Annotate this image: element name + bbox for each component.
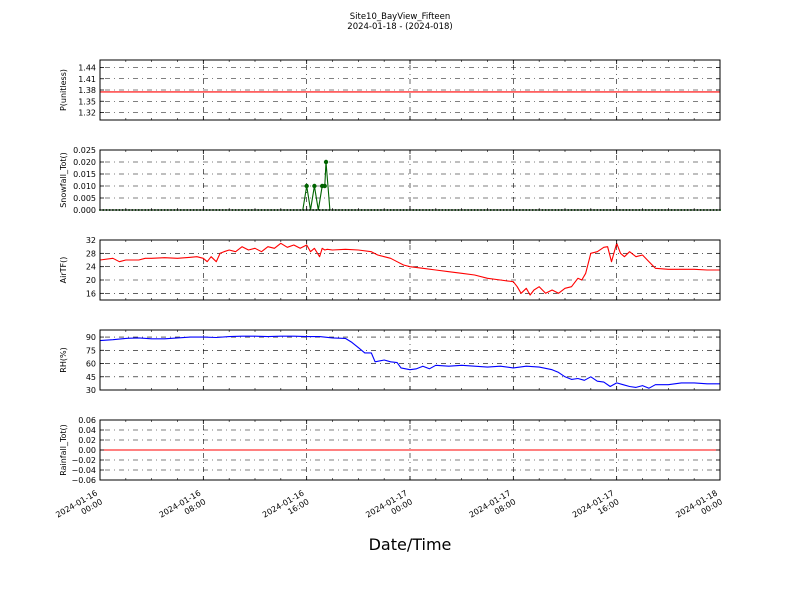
x-axis-label: Date/Time <box>369 535 452 554</box>
y-tick-label: 0.000 <box>73 206 96 215</box>
y-tick-label: 0.06 <box>78 416 96 425</box>
y-tick-label: 0.025 <box>73 146 96 155</box>
y-tick-label: 0.015 <box>73 170 96 179</box>
chart-subtitle: 2024-01-18 - (2024-018) <box>347 22 452 32</box>
chart-title: Site10_BayView_Fifteen <box>350 12 451 22</box>
panel-1: 0.025 0.020 0.015 0.010 0.005 0.000 Snowfall_T… <box>59 146 721 215</box>
y-tick-label: 1.38 <box>78 86 96 95</box>
y-tick-label: 20 <box>86 276 96 285</box>
y-tick-label: 0.00 <box>78 446 96 455</box>
y-axis-label: Rainfall_Tot() <box>59 424 68 476</box>
data-point <box>322 183 327 189</box>
y-tick-label: 0.005 <box>73 194 96 203</box>
y-tick-label: −0.06 <box>71 476 96 485</box>
panel-0: 1.44 1.41 1.38 1.35 1.32 P(unitless) <box>59 59 721 121</box>
y-tick-label: 32 <box>86 236 96 245</box>
y-axis-label: RH(%) <box>59 347 68 372</box>
y-tick-label: 1.41 <box>78 75 96 84</box>
y-tick-label: 28 <box>86 249 96 258</box>
y-axis-label: P(unitless) <box>59 69 68 111</box>
panels: 1.441.411.381.351.32P(unitless)0.0250.02… <box>59 59 721 485</box>
panel-3: 90 75 60 45 30 RH(%) <box>59 329 721 395</box>
y-tick-label: 0.010 <box>73 182 96 191</box>
y-tick-label: 0.04 <box>78 426 96 435</box>
panel-4: 0.060.040.020.00−0.02−0.04−0.06Rainfall_… <box>59 416 721 485</box>
y-tick-label: 0.020 <box>73 158 96 167</box>
y-tick-label: 1.35 <box>78 97 96 106</box>
y-tick-label: 90 <box>86 333 96 342</box>
data-point <box>304 183 309 189</box>
y-tick-label: 24 <box>86 263 96 272</box>
y-tick-label: 1.32 <box>78 109 96 118</box>
y-tick-label: −0.02 <box>71 456 96 465</box>
data-point <box>312 183 317 189</box>
y-tick-label: 0.02 <box>78 436 96 445</box>
data-point <box>323 159 329 165</box>
y-axis-label: AirTF() <box>59 257 68 284</box>
y-tick-label: 30 <box>86 386 96 395</box>
y-tick-label: 60 <box>86 360 96 369</box>
y-tick-label: 16 <box>86 289 96 298</box>
panel-2: 32 28 24 20 16 AirTF() <box>59 236 721 301</box>
y-tick-label: 75 <box>86 346 96 355</box>
series-line <box>99 335 720 389</box>
y-tick-label: −0.04 <box>71 466 96 475</box>
y-axis-label: Snowfall_Tot() <box>59 152 68 208</box>
y-tick-label: 45 <box>86 373 96 382</box>
y-tick-label: 1.44 <box>78 64 96 73</box>
series-line <box>99 242 720 296</box>
